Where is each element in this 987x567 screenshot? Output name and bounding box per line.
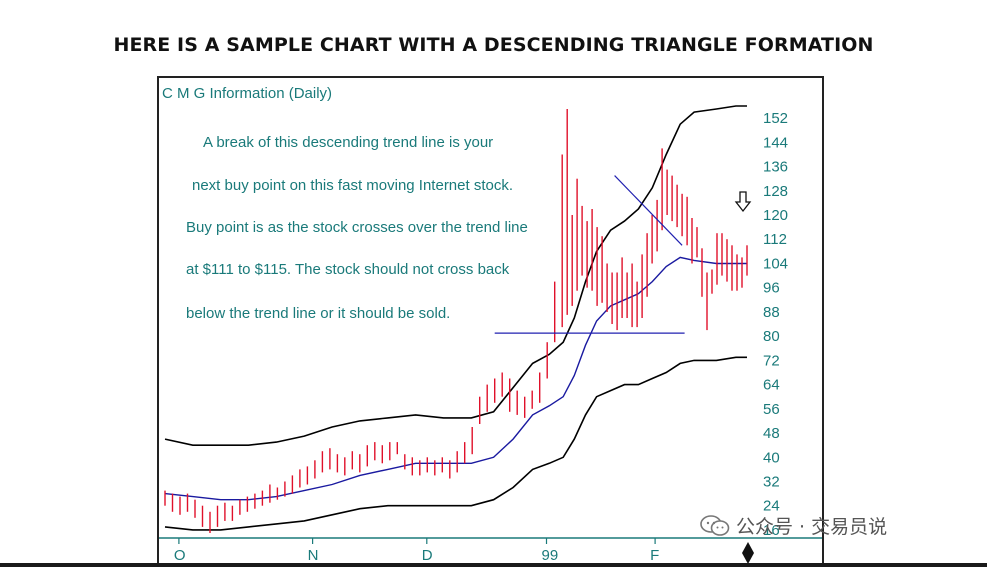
down-arrow-icon — [734, 191, 752, 213]
y-tick-label-120: 120 — [763, 207, 788, 224]
x-tick-label-D: D — [422, 547, 433, 564]
annotation-line-4: at $111 to $115. The stock should not cr… — [186, 261, 510, 278]
descending-trend-line — [614, 175, 683, 246]
y-tick-label-88: 88 — [763, 304, 780, 321]
wechat-icon — [700, 514, 730, 536]
annotation-line-3: Buy point is as the stock crosses over t… — [186, 219, 528, 236]
scroll-diamond-icon[interactable] — [742, 542, 754, 564]
watermark-text: 公众号 · 交易员说 — [736, 516, 888, 538]
annotation-line-1: A break of this descending trend line is… — [203, 134, 493, 151]
y-tick-label-136: 136 — [763, 159, 788, 176]
y-tick-label-144: 144 — [763, 134, 788, 151]
y-tick-label-16: 16 — [763, 522, 780, 539]
chart-title: C M G Information (Daily) — [162, 85, 332, 102]
y-tick-label-32: 32 — [763, 474, 780, 491]
y-tick-label-64: 64 — [763, 377, 780, 394]
y-tick-label-56: 56 — [763, 401, 780, 418]
y-tick-label-72: 72 — [763, 352, 780, 369]
y-tick-label-96: 96 — [763, 280, 780, 297]
moving-average-line — [164, 256, 747, 501]
stock-chart: C M G Information (Daily) A break of thi… — [159, 85, 822, 564]
upper-band-line — [164, 105, 747, 446]
annotation-text: A break of this descending trend line is… — [186, 134, 528, 322]
y-tick-label-128: 128 — [763, 183, 788, 200]
y-tick-label-80: 80 — [763, 328, 780, 345]
annotation-line-2: next buy point on this fast moving Inter… — [192, 177, 513, 194]
y-tick-label-24: 24 — [763, 498, 780, 515]
y-tick-label-48: 48 — [763, 425, 780, 442]
x-tick-label-F: F — [650, 547, 659, 564]
y-tick-label-152: 152 — [763, 110, 788, 127]
y-tick-label-104: 104 — [763, 256, 788, 273]
y-tick-label-40: 40 — [763, 449, 780, 466]
watermark: 公众号 · 交易员说 — [700, 512, 887, 539]
chart-frame: C M G Information (Daily) A break of thi… — [157, 76, 824, 567]
x-tick-label-N: N — [308, 547, 319, 564]
x-tick-label-O: O — [174, 547, 186, 564]
bottom-rule — [0, 563, 987, 567]
x-tick-label-99: 99 — [542, 547, 559, 564]
y-tick-label-112: 112 — [763, 231, 787, 248]
page-heading: HERE IS A SAMPLE CHART WITH A DESCENDING… — [113, 34, 874, 56]
lower-band-line — [164, 356, 747, 531]
annotation-line-5: below the trend line or it should be sol… — [186, 305, 450, 322]
